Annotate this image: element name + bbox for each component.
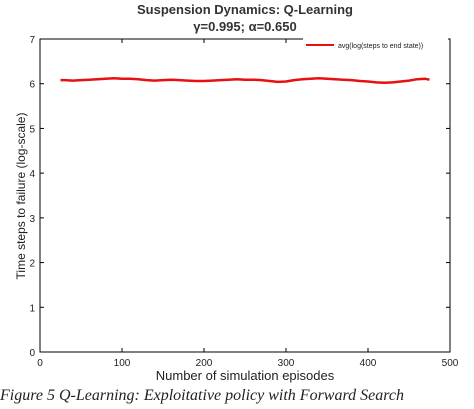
x-axis-label: Number of simulation episodes [156, 368, 335, 383]
x-tick-label: 200 [196, 358, 213, 369]
series-layer [60, 77, 430, 85]
series-line [60, 77, 430, 85]
legend-label: avg(log(steps to end state)) [338, 43, 423, 50]
y-tick-label: 1 [29, 303, 35, 314]
x-tick-label: 100 [114, 358, 131, 369]
y-axis-label: Time steps to failure (log-scale) [14, 113, 28, 280]
x-tick-label: 300 [278, 358, 295, 369]
y-tick-label: 0 [29, 348, 35, 359]
x-tick-label: 500 [442, 358, 459, 369]
y-tick-label: 6 [29, 80, 35, 91]
y-tick-label: 2 [29, 259, 35, 270]
y-tick-label: 3 [29, 214, 35, 225]
figure-caption: Figure 5 Q-Learning: Exploitative policy… [0, 387, 404, 404]
chart-subtitle: γ=0.995; α=0.650 [193, 19, 297, 34]
axis-ticks: 0 100 200 300 400 500 0 1 2 3 4 5 6 7 [29, 35, 458, 369]
plot-area [39, 38, 451, 353]
legend-box [303, 38, 448, 52]
y-tick-label: 4 [29, 169, 35, 180]
chart-title: Suspension Dynamics: Q-Learning [137, 2, 353, 17]
y-tick-label: 7 [29, 35, 35, 46]
x-tick-label: 400 [360, 358, 377, 369]
legend: avg(log(steps to end state)) [303, 38, 448, 52]
y-tick-label: 5 [29, 124, 35, 135]
x-tick-label: 0 [37, 358, 43, 369]
